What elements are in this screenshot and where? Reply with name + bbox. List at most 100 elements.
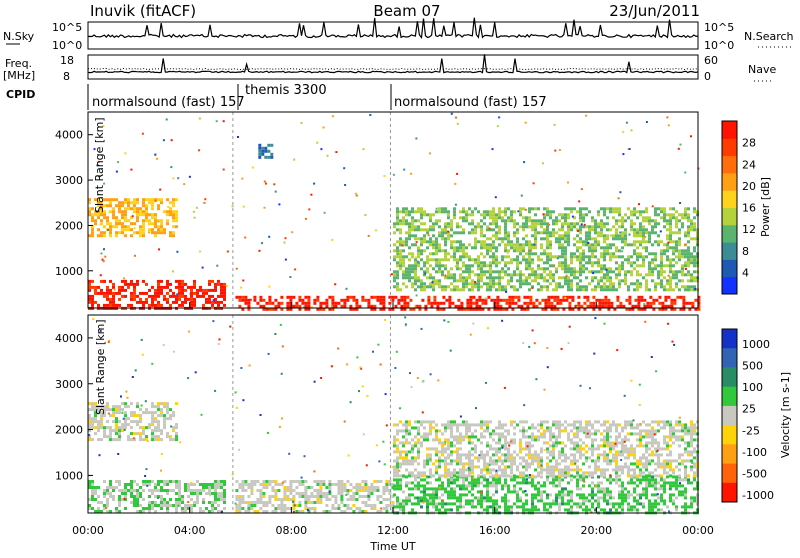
heatmap-cell <box>588 225 591 228</box>
heatmap-cell <box>642 478 645 481</box>
heatmap-cell <box>408 252 411 255</box>
heatmap-cell <box>109 304 112 307</box>
heatmap-cell <box>429 152 431 154</box>
heatmap-cell <box>157 289 160 292</box>
heatmap-cell <box>361 299 364 302</box>
heatmap-cell <box>666 255 669 258</box>
heatmap-cell <box>155 200 157 202</box>
heatmap-cell <box>546 496 549 499</box>
heatmap-cell <box>103 260 105 262</box>
heatmap-cell <box>468 231 471 234</box>
heatmap-cell <box>591 249 594 252</box>
heatmap-cell <box>672 273 675 276</box>
heatmap-cell <box>417 471 420 474</box>
heatmap-cell <box>489 228 491 230</box>
heatmap-cell <box>537 453 540 456</box>
heatmap-cell <box>334 501 337 504</box>
heatmap-cell <box>227 251 229 253</box>
heatmap-cell <box>136 216 139 219</box>
heatmap-cell <box>522 474 525 477</box>
heatmap-cell <box>438 465 441 468</box>
heatmap-cell <box>618 225 621 228</box>
heatmap-cell <box>355 492 358 495</box>
heatmap-cell <box>636 210 639 213</box>
heatmap-cell <box>675 216 678 219</box>
heatmap-cell <box>495 487 498 490</box>
heatmap-cell <box>639 210 642 213</box>
heatmap-cell <box>573 243 576 246</box>
heatmap-cell <box>669 493 672 496</box>
heatmap-cell <box>507 432 510 435</box>
heatmap-cell <box>426 432 429 435</box>
heatmap-cell <box>504 508 507 511</box>
heatmap-cell <box>405 438 408 441</box>
heatmap-cell <box>570 505 573 508</box>
heatmap-cell <box>579 502 582 505</box>
heatmap-cell <box>651 493 654 496</box>
heatmap-cell <box>435 438 438 441</box>
heatmap-cell <box>469 296 472 299</box>
heatmap-cell <box>286 296 289 299</box>
heatmap-cell <box>349 507 352 510</box>
heatmap-cell <box>396 505 399 508</box>
nsky-label: N.Sky <box>3 30 35 43</box>
heatmap-cell <box>124 228 127 231</box>
heatmap-cell <box>154 231 157 234</box>
heatmap-cell <box>368 235 370 237</box>
heatmap-cell <box>438 441 441 444</box>
heatmap-cell <box>175 219 178 222</box>
heatmap-cell <box>259 299 262 302</box>
heatmap-cell <box>591 279 594 282</box>
heatmap-cell <box>274 480 277 483</box>
heatmap-cell <box>666 249 669 252</box>
heatmap-cell <box>396 276 399 279</box>
heatmap-cell <box>420 435 423 438</box>
heatmap-cell <box>220 283 223 286</box>
heatmap-cell <box>340 492 343 495</box>
heatmap-cell <box>237 136 239 138</box>
heatmap-cell <box>444 502 447 505</box>
heatmap-cell <box>402 255 405 258</box>
heatmap-cell <box>106 489 109 492</box>
heatmap-cell <box>453 438 456 441</box>
heatmap-cell <box>130 414 133 417</box>
heatmap-cell <box>648 288 651 291</box>
heatmap-cell <box>651 279 654 282</box>
heatmap-cell <box>609 258 612 261</box>
heatmap-cell <box>172 504 175 507</box>
heatmap-cell <box>462 210 465 213</box>
heatmap-cell <box>243 206 245 208</box>
heatmap-cell <box>177 177 179 179</box>
heatmap-cell <box>115 420 118 423</box>
heatmap-cell <box>531 496 534 499</box>
heatmap-cell <box>441 228 444 231</box>
heatmap-cell <box>523 161 525 163</box>
heatmap-cell <box>660 264 663 267</box>
heatmap-cell <box>558 285 561 288</box>
heatmap-cell <box>477 225 480 228</box>
heatmap-cell <box>223 169 225 171</box>
heatmap-cell <box>501 468 504 471</box>
heatmap-cell <box>441 273 444 276</box>
heatmap-cell <box>624 243 627 246</box>
heatmap-cell <box>555 222 558 225</box>
heatmap-cell <box>603 508 606 511</box>
heatmap-cell <box>151 480 154 483</box>
heatmap-cell <box>501 276 504 279</box>
heatmap-cell <box>304 498 307 501</box>
heatmap-cell <box>127 204 130 207</box>
heatmap-cell <box>307 495 310 498</box>
heatmap-cell <box>645 210 648 213</box>
heatmap-cell <box>103 225 106 228</box>
heatmap-cell <box>498 270 501 273</box>
heatmap-cell <box>629 234 631 236</box>
heatmap-cell <box>405 426 408 429</box>
heatmap-cell <box>615 222 618 225</box>
heatmap-cell <box>346 504 349 507</box>
heatmap-cell <box>672 258 675 261</box>
heatmap-cell <box>549 432 552 435</box>
heatmap-cell <box>414 502 417 505</box>
heatmap-cell <box>405 243 408 246</box>
heatmap-cell <box>660 258 663 261</box>
heatmap-cell <box>459 462 462 465</box>
